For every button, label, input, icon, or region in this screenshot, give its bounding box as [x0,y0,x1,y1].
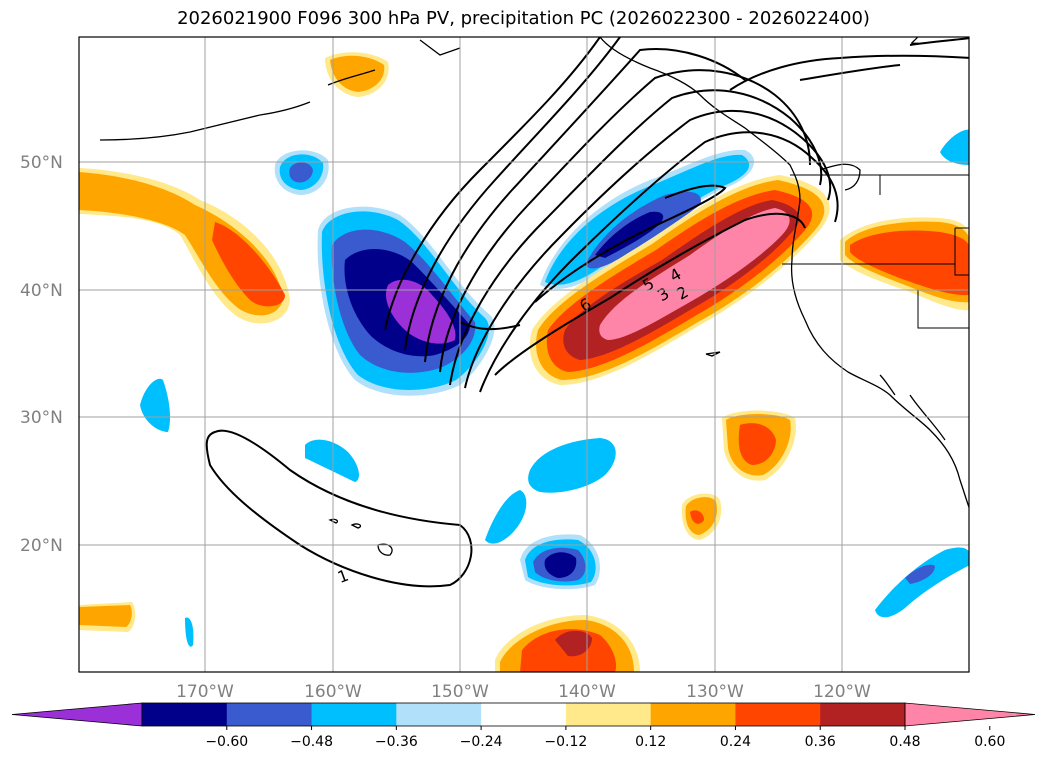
lat-label-20n: 20°N [20,536,63,556]
colorbar-cell [311,703,397,726]
contour-label-2-ne: 2 [910,29,920,48]
colorbar-cell [142,703,228,726]
colorbar-cell [820,703,906,726]
lon-label-160w: 160°W [304,682,362,702]
colorbar-tick-label: −0.48 [290,734,333,750]
boundaries [782,174,969,329]
lat-label-50n: 50°N [20,153,63,173]
colorbar-cell [481,703,567,726]
north-positive-anomaly [325,52,389,97]
north-negative-anomaly [274,150,329,195]
colorbar-cell [650,703,736,726]
lon-label-140w: 140°W [558,682,616,702]
colorbar-border [141,702,906,727]
main-positive-anomaly [529,175,830,385]
colorbar: −0.60 −0.48 −0.36 −0.24 −0.12 0.12 0.24 0.36 0.4… [11,702,1036,750]
west-positive-anomaly [79,168,290,324]
gridlines [79,37,969,672]
east-positive-anomaly [840,217,969,311]
colorbar-extend-low [11,702,143,727]
lon-label-130w: 130°W [686,682,744,702]
colorbar-tick-label: −0.24 [460,734,503,750]
map-frame [78,36,970,673]
corner-negative-anomaly [940,129,969,165]
colorbar-tick-label: −0.36 [375,734,418,750]
colorbar-tick-label: −0.12 [544,734,587,750]
colorbar-tick-label: 0.24 [720,734,751,750]
small-positive-patches [79,410,796,672]
latitude-labels: 50°N 40°N 30°N 20°N [20,153,63,556]
colorbar-tick-label: 0.12 [635,734,666,750]
colorbar-cell [226,703,313,726]
lon-label-120w: 120°W [813,682,871,702]
lon-label-170w: 170°W [176,682,234,702]
colorbar-cell [565,703,652,726]
colorbar-tick-label: 0.60 [974,734,1005,750]
central-negative-anomaly [317,206,495,396]
colorbar-cell [396,703,482,726]
longitude-labels: 170°W 160°W 150°W 140°W 130°W 120°W [176,682,871,702]
map-title: 2026021900 F096 300 hPa PV, precipitatio… [177,8,870,29]
lon-label-150w: 150°W [431,682,489,702]
colorbar-cell [735,703,821,726]
colorbar-tick-label: 0.36 [805,734,836,750]
lat-label-30n: 30°N [20,408,63,428]
small-negative-patches [140,378,969,647]
shaded-anomalies [79,52,969,672]
colorbar-tick-label: 0.48 [889,734,920,750]
colorbar-extend-high [904,702,1036,727]
colorbar-tick-label: −0.60 [205,734,248,750]
coastlines [99,37,969,556]
lat-label-40n: 40°N [20,281,63,301]
map-area: 1 2 3 4 5 6 2 [79,29,969,672]
pv-contours [205,37,969,588]
